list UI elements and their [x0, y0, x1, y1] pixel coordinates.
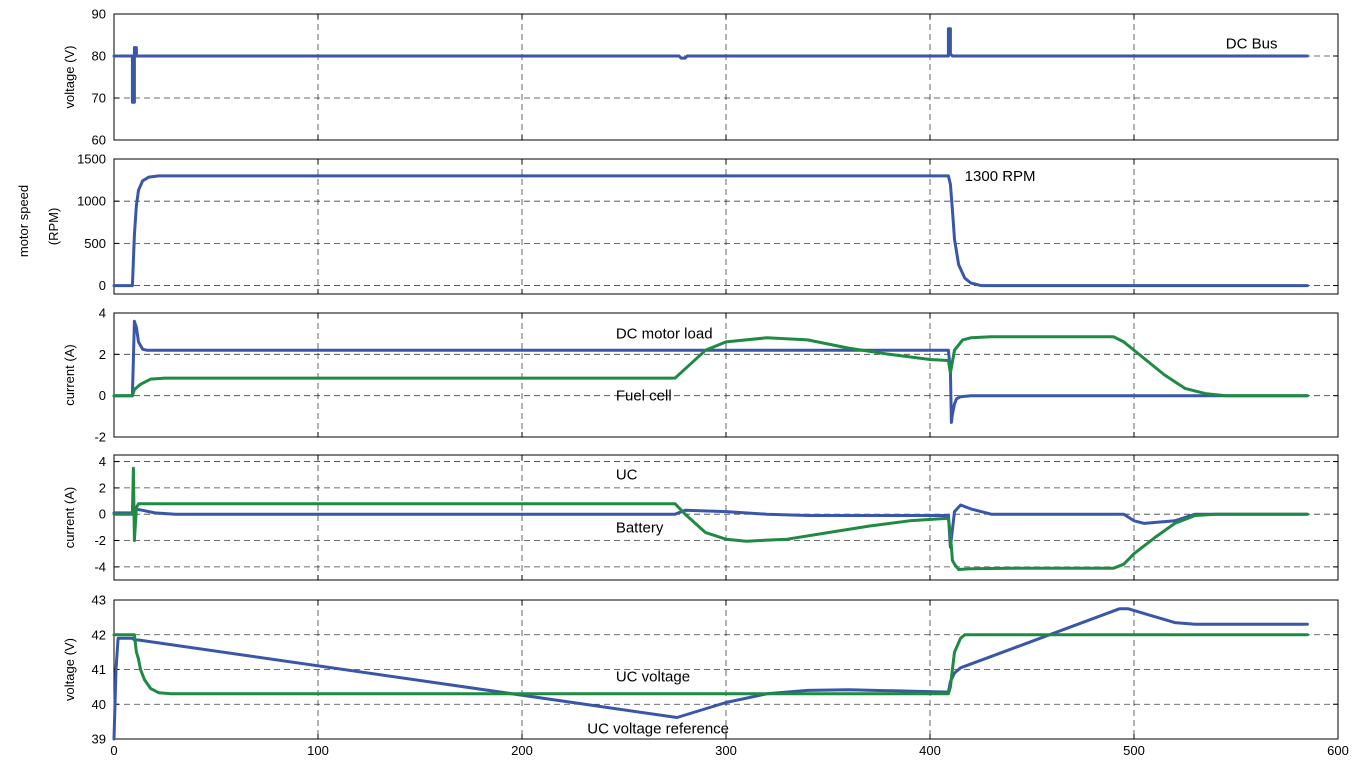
y-tick-label: 43: [92, 593, 106, 608]
x-tick-label: 300: [715, 743, 737, 758]
series-line-blue: [112, 607, 1309, 741]
y-tick-label: 0: [99, 507, 106, 522]
subplot-2: 0 500 1000 1500 (RPM) 1300 RPM: [46, 152, 1339, 295]
x-tick-label: 0: [110, 743, 117, 758]
y-tick-label: 40: [92, 697, 106, 712]
y-tick-label: 1500: [77, 152, 106, 167]
y-tick-label: -2: [94, 533, 106, 548]
y-tick-label: 80: [92, 49, 106, 64]
annotation-label: UC voltage: [616, 668, 690, 685]
y-axis-label: voltage (V): [62, 46, 77, 109]
annotation-label: UC voltage reference: [587, 721, 729, 738]
x-tick-label: 600: [1327, 743, 1349, 758]
y-tick-label: 60: [92, 133, 106, 148]
y-tick-label: 1000: [77, 194, 106, 209]
series-line-green: [112, 335, 1309, 398]
y-tick-label: 0: [99, 388, 106, 403]
series-line-green: [112, 633, 1309, 696]
y-tick-label: 41: [92, 662, 106, 677]
y-tick-label: -4: [94, 559, 106, 574]
y-tick-label: 39: [92, 732, 106, 747]
series-line-blue: [112, 27, 1309, 104]
series-line-blue: [112, 503, 1309, 549]
y-axis-label: current (A): [62, 487, 77, 548]
x-tick-label: 100: [307, 743, 329, 758]
annotation-label: DC Bus: [1226, 35, 1278, 52]
series-line-green: [112, 466, 1309, 571]
x-tick-label: 200: [511, 743, 533, 758]
y-tick-label: 70: [92, 91, 106, 106]
y-axis-label: (RPM): [46, 208, 61, 246]
x-tick-label: 500: [1123, 743, 1145, 758]
annotation-label: Battery: [616, 519, 664, 536]
x-tick-label: 400: [919, 743, 941, 758]
motor-speed-label-line1: motor speed: [16, 185, 31, 257]
y-tick-label: -2: [94, 430, 106, 445]
y-tick-label: 500: [84, 236, 106, 251]
annotation-label: 1300 RPM: [965, 168, 1036, 185]
y-tick-label: 4: [99, 454, 106, 469]
subplot-1: 60 70 80 90 voltage (V) DC Bus: [62, 7, 1339, 148]
annotation-label: Fuel cell: [616, 388, 672, 405]
y-tick-label: 2: [99, 347, 106, 362]
y-tick-label: 2: [99, 480, 106, 495]
y-tick-label: 42: [92, 627, 106, 642]
subplot-5: 0 100 200 300 400 500 600 39 40 41 42 43 voltage (V)…: [62, 593, 1349, 759]
y-axis-label: voltage (V): [62, 638, 77, 701]
series-line-blue: [112, 174, 1309, 288]
annotation-label: UC: [616, 467, 638, 484]
subplot-3: -2 0 2 4 current (A) DC motor load Fuel cell: [62, 306, 1339, 445]
annotation-label: DC motor load: [616, 326, 713, 343]
y-tick-label: 0: [99, 278, 106, 293]
y-axis-label: current (A): [62, 344, 77, 405]
subplot-4: -4 -2 0 2 4 current (A) UC Battery: [62, 454, 1339, 581]
y-tick-label: 90: [92, 7, 106, 22]
y-tick-label: 4: [99, 306, 106, 321]
